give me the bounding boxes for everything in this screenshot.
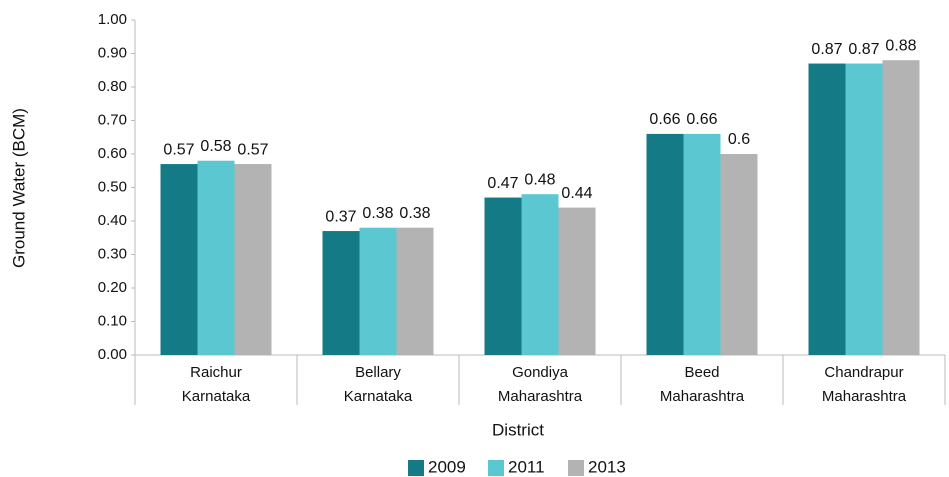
y-tick-label: 0.50 (98, 178, 127, 195)
x-axis-title: District (492, 420, 544, 439)
x-tick-label: Maharashtra (660, 388, 745, 405)
data-label: 0.87 (811, 41, 842, 58)
data-label: 0.57 (237, 141, 268, 158)
y-tick-label: 0.90 (98, 44, 127, 61)
data-label: 0.66 (649, 111, 680, 128)
data-label: 0.37 (325, 208, 356, 225)
bar (845, 63, 883, 356)
legend-label: 2011 (508, 457, 545, 476)
bar (808, 63, 846, 356)
x-tick-label: Maharashtra (498, 388, 583, 405)
data-label: 0.58 (200, 138, 231, 155)
y-axis-title: Ground Water (BCM) (9, 108, 28, 268)
x-tick-label: Maharashtra (822, 388, 907, 405)
y-tick-label: 0.80 (98, 78, 127, 95)
y-tick-label: 1.00 (98, 11, 127, 28)
legend-swatch (568, 460, 584, 476)
data-label: 0.88 (885, 37, 916, 54)
legend-label: 2013 (588, 457, 626, 476)
x-tick-label: Karnataka (182, 388, 251, 405)
bar (396, 227, 434, 355)
bar (720, 154, 758, 355)
x-tick-label: Beed (684, 364, 719, 381)
data-label: 0.44 (561, 185, 592, 202)
y-tick-label: 0.60 (98, 145, 127, 162)
data-label: 0.57 (163, 141, 194, 158)
bar (359, 227, 397, 355)
bar (160, 164, 198, 355)
data-label: 0.38 (399, 205, 430, 222)
bar (322, 231, 360, 355)
y-tick-label: 0.20 (98, 279, 127, 296)
data-label: 0.87 (848, 41, 879, 58)
x-tick-label: Gondiya (512, 364, 569, 381)
y-tick-label: 0.70 (98, 111, 127, 128)
bar (558, 207, 596, 355)
y-tick-label: 0.30 (98, 245, 127, 262)
legend-label: 2009 (428, 457, 466, 476)
data-label: 0.38 (362, 205, 393, 222)
x-tick-label: Karnataka (344, 388, 413, 405)
data-label: 0.6 (728, 131, 750, 148)
bar (882, 60, 920, 355)
x-tick-label: Chandrapur (824, 364, 903, 381)
bar (484, 197, 522, 355)
data-label: 0.47 (487, 175, 518, 192)
data-label: 0.48 (524, 171, 555, 188)
y-tick-label: 0.10 (98, 312, 127, 329)
bar (521, 194, 559, 355)
y-tick-label: 0.00 (98, 346, 127, 363)
x-tick-label: Bellary (355, 364, 401, 381)
bar (683, 133, 721, 355)
legend-swatch (488, 460, 504, 476)
data-label: 0.66 (686, 111, 717, 128)
bar (646, 133, 684, 355)
x-tick-label: Raichur (190, 364, 242, 381)
legend-swatch (408, 460, 424, 476)
bar (197, 160, 235, 355)
y-tick-label: 0.40 (98, 212, 127, 229)
bar (234, 164, 272, 355)
